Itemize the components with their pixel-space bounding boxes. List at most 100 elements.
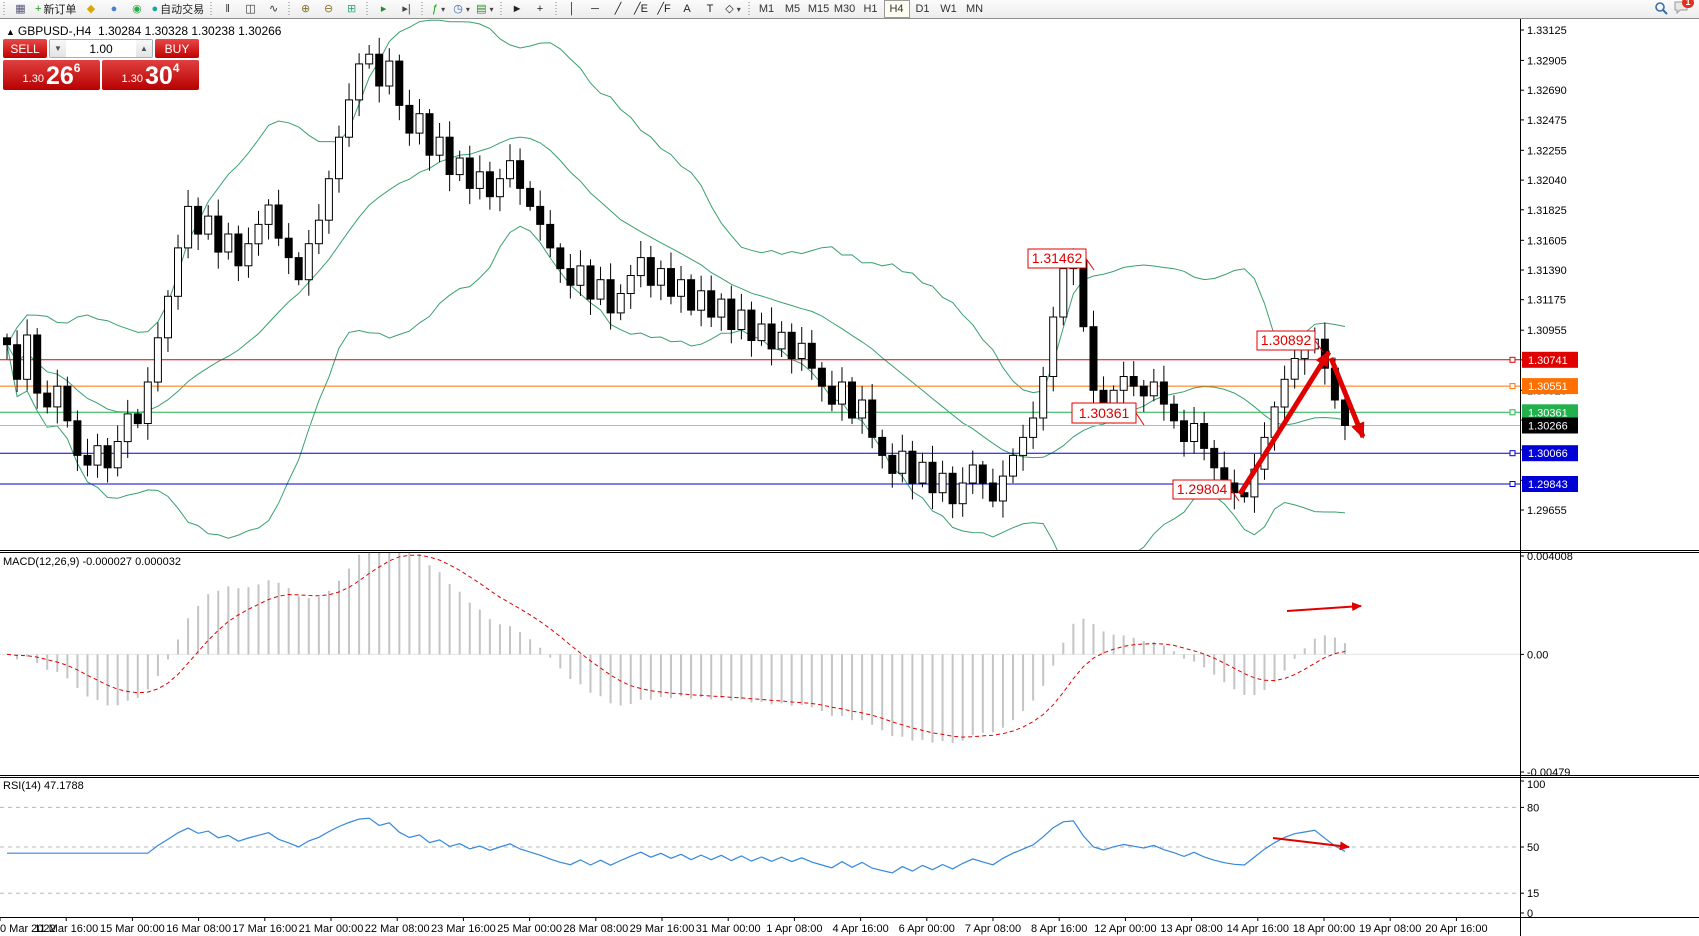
sell-button[interactable]: SELL	[3, 39, 47, 58]
hline-handle[interactable]	[1509, 481, 1516, 487]
notification-badge: 1	[1681, 0, 1694, 8]
price-tick-label: 1.32690	[1527, 85, 1567, 97]
candlestick-button[interactable]: ◫	[239, 0, 262, 18]
autotrading-glyph: ●	[151, 3, 159, 15]
time-tick-label: 25 Mar 00:00	[497, 923, 562, 935]
macd-indicator-label: MACD(12,26,9) -0.000027 0.000032	[3, 556, 181, 568]
timeframe-m15[interactable]: M15	[807, 3, 830, 15]
chart-shift-button[interactable]: ▸|	[395, 0, 418, 18]
svg-text:1.30361: 1.30361	[1528, 407, 1568, 419]
horizontal-lines	[0, 359, 1520, 485]
line-chart-button[interactable]: ∿	[262, 0, 285, 18]
price-callout[interactable]: 1.31462	[1027, 248, 1095, 271]
candles	[3, 37, 1349, 519]
svg-text:1.30741: 1.30741	[1528, 355, 1568, 367]
timeframe-m30[interactable]: M30	[833, 3, 856, 15]
tile-windows-button[interactable]: ⊞	[340, 0, 363, 18]
annotations: 1.31462 1.30892 1.30361 1.29804	[1027, 248, 1366, 851]
chevron-down-icon: ▾	[489, 4, 494, 14]
arrows-shapes-button[interactable]: ◇ ▾	[722, 0, 745, 18]
hline-handle[interactable]	[1509, 450, 1516, 457]
timeframe-h1[interactable]: H1	[863, 3, 878, 15]
text-button[interactable]: A	[676, 0, 699, 18]
zoom-in-button[interactable]: ⊕	[294, 0, 317, 18]
price-tick-label: 1.31175	[1527, 295, 1566, 307]
new-order-glyph: +	[35, 3, 42, 15]
fibonacci-button[interactable]: ╱F	[653, 0, 676, 18]
history-center-icon[interactable]: ◆	[79, 0, 102, 18]
candlestick-glyph: ◫	[245, 3, 256, 15]
volume-input[interactable]: 1.00	[89, 41, 113, 56]
svg-text:1.30551: 1.30551	[1528, 381, 1568, 393]
zoom-out-button[interactable]: ⊖	[317, 0, 340, 18]
sell-price[interactable]: 1.30 26 6	[3, 60, 100, 90]
toolbar-right: 1	[1654, 0, 1699, 18]
time-tick-label: 1 Apr 08:00	[766, 923, 822, 935]
price-tick-label: 1.31390	[1527, 265, 1567, 277]
new-order-button[interactable]: + 新订单	[32, 0, 79, 18]
cursor-button[interactable]: ►	[506, 0, 529, 18]
trend-arrow[interactable]	[1272, 837, 1350, 851]
price-callout[interactable]: 1.30361	[1071, 402, 1145, 426]
price-badge: 1.30266	[1522, 417, 1578, 434]
svg-text:1.30361: 1.30361	[1079, 405, 1130, 421]
horizontal-line-button[interactable]: ─	[584, 0, 607, 18]
timeframe-m5[interactable]: M5	[784, 3, 801, 15]
rsi-indicator-label: RSI(14) 47.1788	[3, 780, 84, 792]
crosshair-button[interactable]: +	[529, 0, 552, 18]
rsi-axis-label: 80	[1527, 802, 1539, 814]
time-tick-label: 15 Mar 00:00	[100, 923, 165, 935]
equidistant-channel-button[interactable]: ╱E	[630, 0, 653, 18]
hline-handle[interactable]	[1509, 356, 1516, 363]
rsi-axis-label: 100	[1527, 779, 1545, 791]
time-tick-label: 21 Mar 00:00	[299, 923, 364, 935]
buy-price[interactable]: 1.30 30 4	[102, 60, 199, 90]
autotrading-button-label: 自动交易	[160, 4, 205, 16]
templates-button[interactable]: ▤ ▾	[473, 0, 496, 18]
timeframe-d1[interactable]: D1	[915, 3, 930, 15]
periods-button[interactable]: ◷ ▾	[450, 0, 473, 18]
volume-up-button[interactable]: ▲	[136, 40, 152, 57]
tile-windows-glyph: ⊞	[346, 3, 357, 15]
vertical-line-button[interactable]: │	[561, 0, 584, 18]
price-axis[interactable]: 1.33125 1.32905 1.32690 1.32475 1.32255 1.320…	[1520, 25, 1578, 920]
time-tick-label: 12 Apr 00:00	[1094, 923, 1156, 935]
macd-axis-label: -0.00479	[1527, 767, 1570, 779]
hline-handle[interactable]	[1509, 409, 1516, 416]
notifications-icon[interactable]: 1	[1674, 0, 1694, 17]
chevron-down-icon: ▾	[465, 4, 470, 14]
hline-handle[interactable]	[1509, 383, 1516, 390]
chart-window-icon[interactable]: ▦	[9, 0, 32, 18]
text-label-button[interactable]: T	[699, 0, 722, 18]
price-callout[interactable]: 1.30892	[1256, 330, 1324, 353]
volume-down-button[interactable]: ▼	[50, 40, 66, 57]
auto-scroll-button[interactable]: ▸	[372, 0, 395, 18]
trendline-button[interactable]: ╱	[607, 0, 630, 18]
cursor-glyph: ►	[511, 3, 523, 15]
symbol-period: GBPUSD-,H4	[17, 24, 92, 38]
timeframe-h4[interactable]: H4	[883, 0, 910, 18]
trend-arrow[interactable]	[1328, 357, 1366, 439]
timeframe-m1[interactable]: M1	[758, 3, 775, 15]
toolbar: ▦ + 新订单 ◆ ● ◉ ● 自动交易 ‖ ◫ ∿ ⊕ ⊖ ⊞ ▸ ▸| ƒ ▾ ◷ ▾ ▤ ▾ ► + │ ─ ╱ ╱E ╱F A T ◇…	[0, 0, 1699, 19]
indicators-button[interactable]: ƒ ▾	[427, 0, 450, 18]
signal-icon[interactable]: ◉	[125, 0, 148, 18]
profile-icon-glyph: ●	[110, 3, 118, 15]
bar-chart-button[interactable]: ‖	[216, 0, 239, 18]
timeframe-mn[interactable]: MN	[965, 3, 984, 15]
equidistant-channel-glyph: ╱E	[634, 3, 648, 15]
autotrading-button[interactable]: ● 自动交易	[148, 0, 207, 18]
main-chart-pane	[0, 19, 1520, 550]
time-tick-label: 18 Apr 00:00	[1293, 923, 1355, 935]
timeframe-w1[interactable]: W1	[940, 3, 957, 15]
search-icon[interactable]	[1654, 1, 1668, 18]
line-chart-glyph: ∿	[268, 3, 279, 15]
buy-button[interactable]: BUY	[155, 39, 199, 58]
trend-arrow[interactable]	[1286, 602, 1362, 612]
profile-icon[interactable]: ●	[102, 0, 125, 18]
toolbar-grip	[364, 2, 372, 16]
trend-arrow[interactable]	[1237, 350, 1332, 496]
price-callout[interactable]: 1.29804	[1172, 479, 1240, 502]
